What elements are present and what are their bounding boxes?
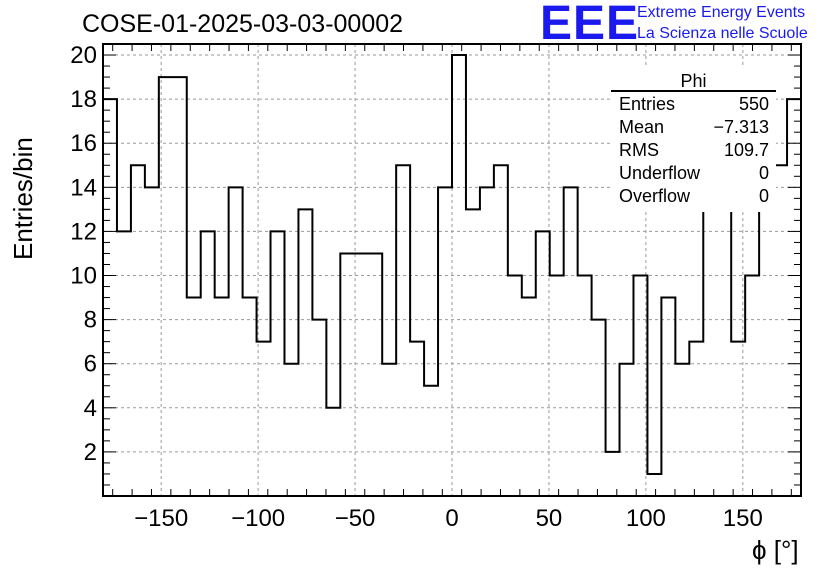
x-tick-label: 50 <box>536 505 563 532</box>
x-tick-label: 150 <box>723 505 763 532</box>
stats-label: Underflow <box>619 163 701 183</box>
plot-frame <box>102 43 802 497</box>
y-tick-label: 8 <box>84 307 97 334</box>
tick-labels: −150 −100 −50 0 50 100 150 2 4 6 8 10 12 14 16 18 20 <box>70 42 763 532</box>
x-tick-label: 0 <box>445 505 458 532</box>
x-tick-label: −100 <box>231 505 285 532</box>
stats-value: 0 <box>759 163 769 183</box>
stats-value: 109.7 <box>724 140 769 160</box>
stats-value: 550 <box>739 94 769 114</box>
y-tick-label: 6 <box>84 351 97 378</box>
stats-label: RMS <box>619 140 659 160</box>
x-tick-label: 100 <box>626 505 666 532</box>
stats-value: 0 <box>759 186 769 206</box>
y-tick-label: 4 <box>84 395 97 422</box>
y-tick-label: 12 <box>70 218 97 245</box>
y-tick-label: 2 <box>84 439 97 466</box>
stats-box-name: Phi <box>680 71 706 91</box>
logo-line-1: Extreme Energy Events <box>637 4 806 21</box>
y-tick-label: 18 <box>70 86 97 113</box>
y-tick-label: 14 <box>70 174 97 201</box>
chart-title: COSE-01-2025-03-03-00002 <box>82 10 404 38</box>
histogram-outline <box>102 54 802 496</box>
x-tick-label: −50 <box>335 505 376 532</box>
y-tick-label: 10 <box>70 263 97 290</box>
y-tick-label: 16 <box>70 130 97 157</box>
stats-label: Mean <box>619 117 664 137</box>
axes <box>102 43 802 497</box>
logo-line-2: La Scienza nelle Scuole <box>637 25 808 42</box>
stats-label: Overflow <box>619 186 691 206</box>
x-axis-label: ϕ [°] <box>752 535 799 565</box>
stats-label: Entries <box>619 94 675 114</box>
y-tick-label: 20 <box>70 42 97 69</box>
stats-value: −7.313 <box>713 117 769 137</box>
x-tick-label: −150 <box>134 505 188 532</box>
eee-logo: EEE <box>540 0 640 50</box>
